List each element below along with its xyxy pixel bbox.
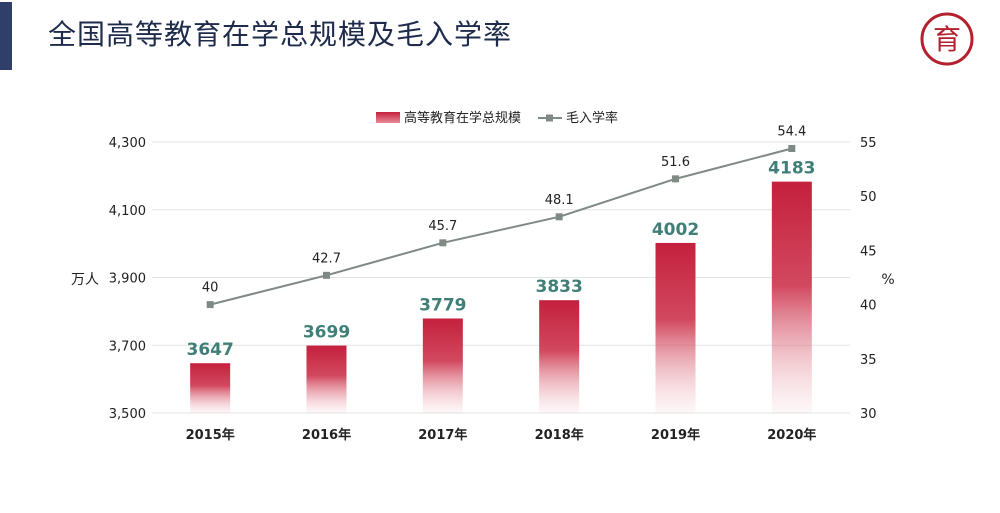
line-value-labels: 40 42.7 45.7 48.1 51.6 54.4	[202, 125, 806, 296]
line-point	[788, 145, 796, 153]
legend-bar-label: 高等教育在学总规模	[404, 110, 521, 126]
line-point	[555, 213, 563, 221]
y-left-tick-label: 3,900	[109, 272, 146, 287]
line-value-label: 54.4	[777, 125, 806, 140]
legend-bar-swatch	[376, 112, 400, 123]
x-axis-labels: 2015年 2016年 2017年 2018年 2019年 2020年	[186, 427, 817, 443]
y-right-tick-label: 35	[860, 353, 877, 368]
bar-value-label: 4002	[652, 220, 699, 240]
bar	[422, 318, 463, 413]
title-accent-bar	[0, 2, 12, 70]
chart-legend: 高等教育在学总规模 毛入学率	[376, 110, 618, 126]
line-series	[206, 145, 796, 309]
y-right-tick-label: 55	[860, 136, 877, 151]
line-value-label: 51.6	[661, 155, 690, 170]
bar-value-label: 3647	[187, 340, 234, 360]
bar	[539, 300, 580, 413]
page-title: 全国高等教育在学总规模及毛入学率	[48, 18, 513, 51]
line-value-label: 48.1	[545, 193, 574, 208]
line-point	[206, 301, 214, 309]
x-tick-label: 2017年	[418, 427, 467, 443]
y-right-tick-label: 45	[860, 244, 877, 259]
logo-seal-icon: 育	[920, 12, 974, 66]
grid-lines	[152, 141, 850, 414]
bar	[190, 363, 231, 413]
y-right-tick-label: 40	[860, 299, 877, 314]
line-point	[672, 175, 679, 183]
x-tick-label: 2020年	[767, 427, 816, 443]
line-path	[209, 147, 793, 306]
bar	[771, 181, 812, 413]
y-right-axis-label: %	[881, 272, 894, 288]
y-left-tick-label: 3,700	[109, 339, 146, 354]
bar-value-label: 3833	[536, 277, 583, 297]
y-right-tick-label: 50	[860, 190, 877, 205]
bar-value-labels: 3647 3699 3779 3833 4002 4183	[187, 159, 816, 361]
x-tick-label: 2018年	[535, 427, 584, 443]
y-left-tick-label: 4,100	[109, 204, 146, 219]
legend-line-marker	[546, 114, 553, 122]
line-point	[323, 271, 330, 279]
bar-value-label: 4183	[768, 159, 815, 179]
y-left-axis-label: 万人	[71, 272, 99, 288]
y-right-tick-label: 30	[860, 407, 877, 422]
right-axis-ticks: 30 35 40 45 50 55	[860, 136, 877, 422]
x-tick-label: 2016年	[302, 427, 351, 443]
x-tick-label: 2015年	[186, 427, 235, 443]
x-tick-label: 2019年	[651, 427, 700, 443]
line-value-label: 40	[202, 281, 219, 296]
line-point	[439, 239, 447, 247]
left-axis-ticks: 3,500 3,700 3,900 4,100 4,300	[109, 136, 146, 422]
bar-value-label: 3699	[303, 323, 350, 343]
bar	[306, 345, 347, 413]
legend-line-label: 毛入学率	[566, 110, 618, 126]
line-value-label: 45.7	[428, 219, 457, 234]
y-left-tick-label: 3,500	[109, 407, 146, 422]
y-left-tick-label: 4,300	[109, 136, 146, 151]
logo-text: 育	[933, 23, 961, 56]
bar-series	[190, 181, 812, 413]
bar	[655, 242, 696, 413]
line-value-label: 42.7	[312, 251, 341, 266]
bar-value-label: 3779	[419, 295, 466, 315]
